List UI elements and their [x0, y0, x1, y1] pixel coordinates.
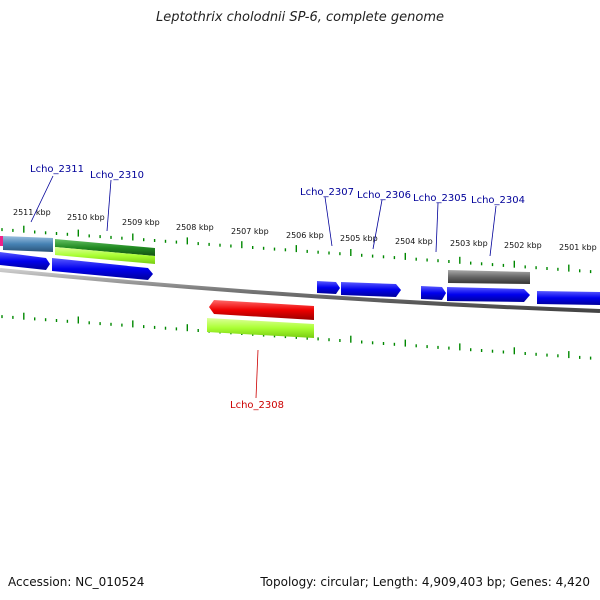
feature-track-top [0, 236, 530, 284]
leader-lcho-2305 [435, 202, 439, 253]
ruler-label-2511: 2511 kbp [13, 208, 51, 217]
gene-arrow-lcho-2306[interactable] [341, 282, 401, 297]
gene-arrow-lcho-2307[interactable] [317, 281, 340, 294]
gene-label-lcho-2311[interactable]: Lcho_2311 [30, 164, 84, 175]
ruler-label-2501: 2501 kbp [559, 243, 597, 252]
gene-arrow-1[interactable] [0, 252, 50, 270]
ruler-label-2507: 2507 kbp [231, 227, 269, 236]
leader-lcho-2306 [372, 199, 383, 250]
gene-lcho-2310-cds[interactable] [55, 247, 155, 264]
magenta-feature[interactable] [0, 236, 3, 246]
ruler-label-2508: 2508 kbp [176, 223, 214, 232]
ruler-labels: 2511 kbp 2510 kbp 2509 kbp 2508 kbp 2507… [13, 208, 597, 252]
gene-label-lcho-2307[interactable]: Lcho_2307 [300, 187, 354, 198]
gene-label-lcho-2304[interactable]: Lcho_2304 [471, 195, 525, 206]
leader-lcho-2308 [255, 349, 259, 399]
leader-lcho-2311 [30, 175, 54, 223]
gene-arrow-lcho-2308[interactable] [209, 300, 314, 320]
gene-lcho-2304-box[interactable] [448, 270, 530, 284]
gene-arrow-lcho-2310[interactable] [52, 258, 153, 280]
leader-lcho-2310 [106, 179, 112, 232]
leader-lcho-2304 [489, 205, 497, 257]
ruler-label-2506: 2506 kbp [286, 231, 324, 240]
ruler-label-2510: 2510 kbp [67, 213, 105, 222]
gene-arrow-right-edge[interactable] [537, 291, 600, 305]
ruler-label-2509: 2509 kbp [122, 218, 160, 227]
gene-label-lcho-2306[interactable]: Lcho_2306 [357, 190, 411, 201]
gene-lcho-2310-box[interactable] [55, 239, 155, 256]
feature-track-forward [0, 252, 600, 305]
genome-summary-text: Topology: circular; Length: 4,909,403 bp… [260, 575, 590, 589]
diagram-title: Leptothrix cholodnii SP-6, complete geno… [156, 10, 444, 25]
genome-backbone [0, 268, 600, 313]
feature-track-reverse [207, 300, 314, 338]
gene-label-lcho-2308[interactable]: Lcho_2308 [230, 400, 284, 411]
ruler-label-2502: 2502 kbp [504, 241, 542, 250]
gene-label-lcho-2305[interactable]: Lcho_2305 [413, 193, 467, 204]
ruler-label-2503: 2503 kbp [450, 239, 488, 248]
gene-labels: Lcho_2311 Lcho_2310 Lcho_2307 Lcho_2306 … [30, 164, 525, 411]
gene-lcho-2308-cds[interactable] [207, 318, 314, 338]
gene-arrow-lcho-2304[interactable] [447, 287, 530, 302]
gene-arrow-lcho-2305[interactable] [421, 286, 446, 300]
gene-lcho-2311-box[interactable] [3, 236, 53, 252]
upper-tick-track [1, 225, 592, 274]
accession-text: Accession: NC_010524 [8, 575, 145, 589]
leader-lcho-2307 [324, 196, 333, 247]
gene-label-lcho-2310[interactable]: Lcho_2310 [90, 170, 144, 181]
ruler-label-2505: 2505 kbp [340, 234, 378, 243]
lower-tick-track [1, 312, 592, 360]
ruler-label-2504: 2504 kbp [395, 237, 433, 246]
